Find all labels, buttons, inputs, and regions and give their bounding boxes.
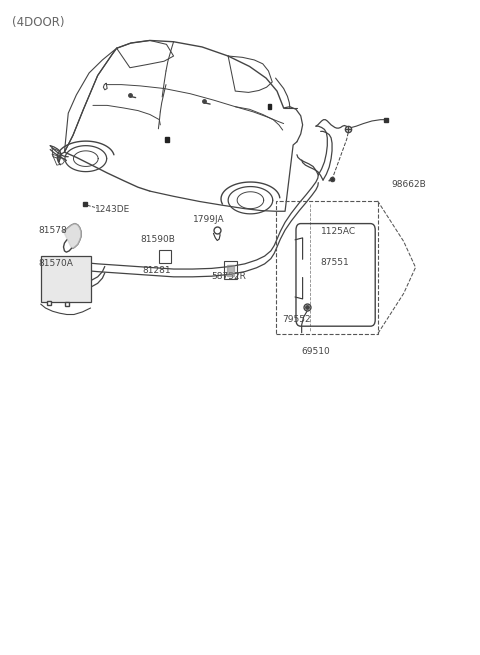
- Polygon shape: [165, 137, 169, 141]
- Polygon shape: [73, 288, 80, 296]
- Text: 98662B: 98662B: [392, 180, 427, 189]
- Polygon shape: [267, 104, 271, 109]
- Text: 79552: 79552: [283, 315, 312, 324]
- Bar: [276, 201, 378, 334]
- Text: 1243DE: 1243DE: [96, 205, 131, 214]
- Text: 81570A: 81570A: [38, 259, 73, 269]
- Bar: [41, 256, 91, 301]
- Text: (4DOOR): (4DOOR): [12, 16, 65, 29]
- Text: 1799JA: 1799JA: [192, 215, 224, 223]
- Polygon shape: [63, 223, 81, 248]
- Text: 69510: 69510: [301, 347, 330, 356]
- Bar: [159, 250, 171, 263]
- Text: 87551: 87551: [321, 258, 349, 267]
- Polygon shape: [227, 265, 234, 276]
- Text: 81590B: 81590B: [140, 235, 175, 244]
- Text: 58752R: 58752R: [212, 272, 246, 282]
- Polygon shape: [50, 291, 57, 300]
- Text: 81281: 81281: [143, 266, 171, 275]
- Text: 81578: 81578: [38, 225, 67, 234]
- Text: 1125AC: 1125AC: [321, 227, 356, 236]
- Bar: [224, 261, 237, 280]
